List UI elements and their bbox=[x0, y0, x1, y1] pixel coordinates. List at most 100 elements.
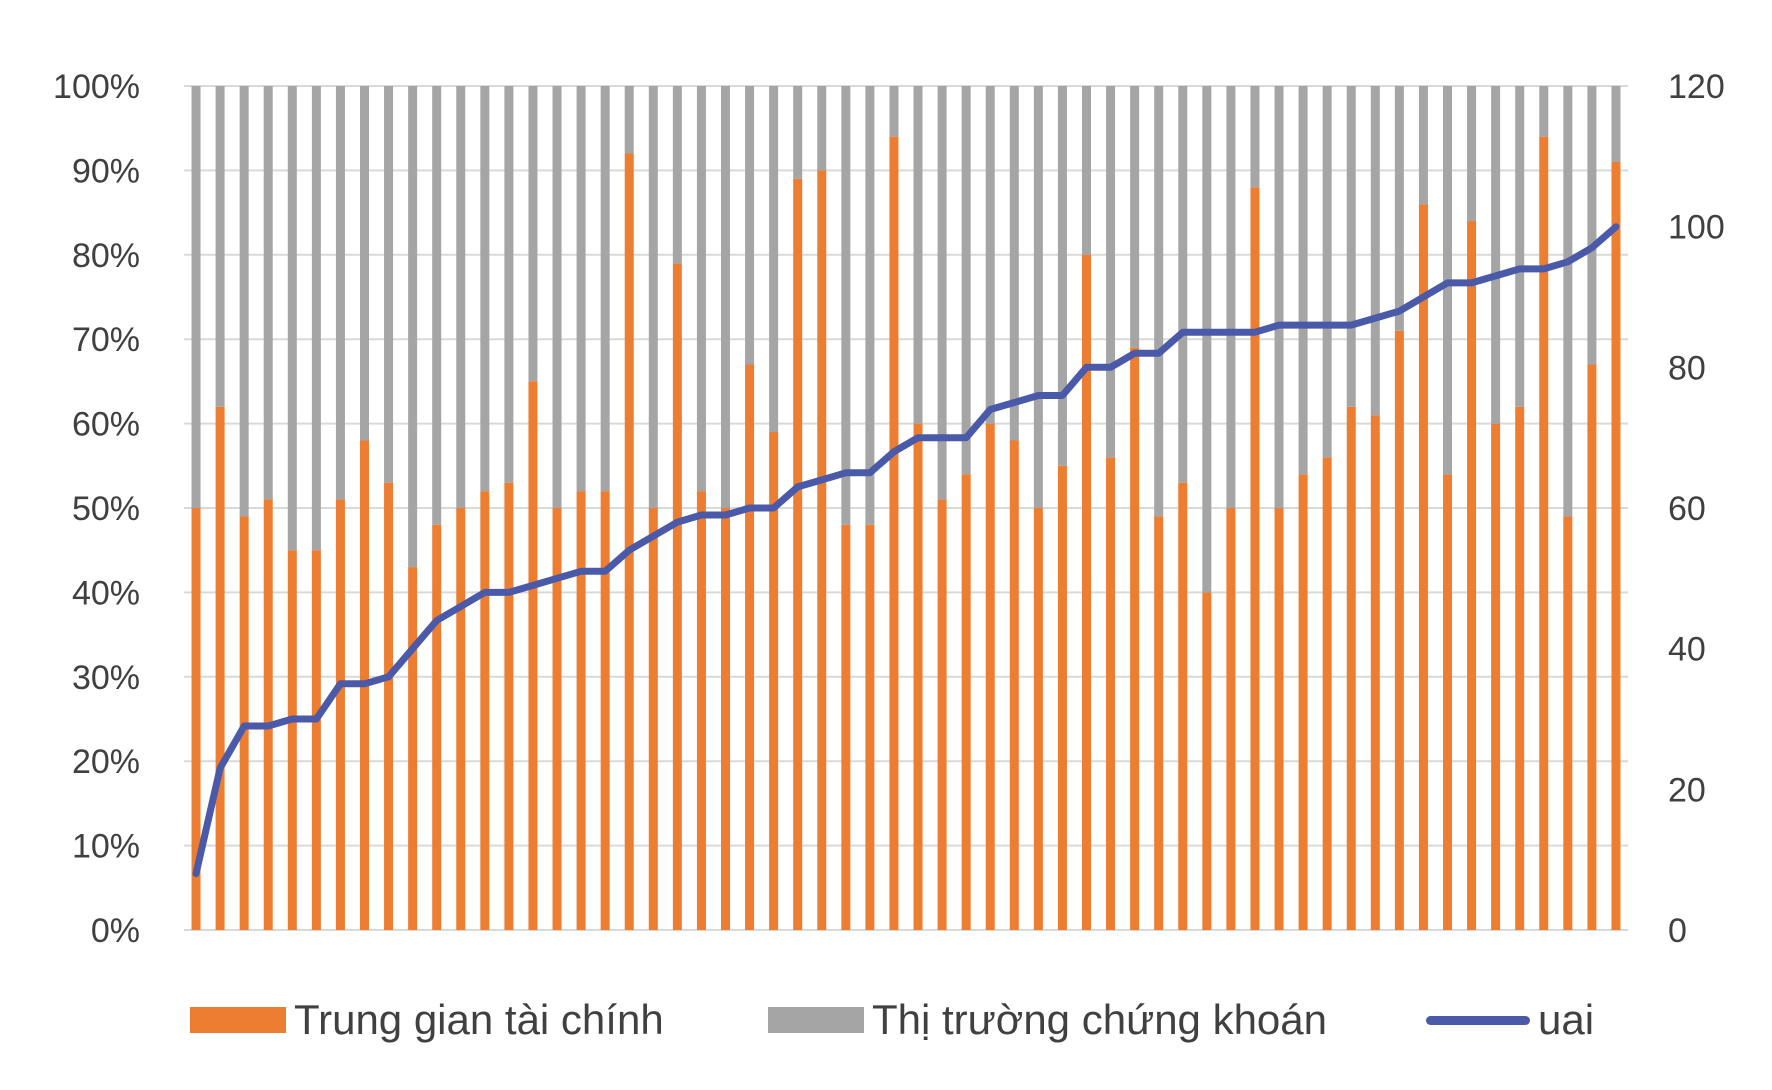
bar-stock-market bbox=[528, 86, 538, 382]
bar-stock-market bbox=[648, 86, 658, 508]
bar-stock-market bbox=[624, 86, 634, 154]
bar-stock-market bbox=[696, 86, 706, 492]
bar-financial-intermediation bbox=[456, 508, 466, 930]
bar-financial-intermediation bbox=[1178, 482, 1188, 930]
bar-financial-intermediation bbox=[745, 364, 755, 930]
bar-financial-intermediation bbox=[1322, 457, 1332, 930]
bar-financial-intermediation bbox=[889, 136, 899, 930]
bar-financial-intermediation bbox=[1491, 423, 1501, 930]
bar-financial-intermediation bbox=[552, 508, 562, 930]
bar-stock-market bbox=[1563, 86, 1573, 517]
bar-financial-intermediation bbox=[263, 499, 273, 930]
bar-financial-intermediation bbox=[528, 381, 538, 930]
bar-financial-intermediation bbox=[408, 567, 418, 930]
bar-financial-intermediation bbox=[865, 524, 875, 930]
bar-financial-intermediation bbox=[480, 491, 490, 930]
bar-financial-intermediation bbox=[793, 178, 803, 931]
legend-uai[interactable]: uai bbox=[1426, 990, 1594, 1050]
bar-stock-market bbox=[408, 86, 418, 568]
bar-financial-intermediation bbox=[1298, 474, 1308, 930]
bar-stock-market bbox=[841, 86, 851, 525]
bar-financial-intermediation bbox=[311, 550, 321, 930]
left-axis-tick-label: 0% bbox=[91, 912, 140, 950]
bar-financial-intermediation bbox=[1394, 330, 1404, 930]
bar-stock-market bbox=[817, 86, 827, 171]
left-axis-tick-label: 100% bbox=[53, 68, 140, 106]
bar-financial-intermediation bbox=[1370, 415, 1380, 930]
bar-financial-intermediation bbox=[1443, 474, 1452, 930]
bar-financial-intermediation bbox=[672, 263, 682, 930]
bar-stock-market bbox=[1370, 86, 1380, 416]
right-axis-tick-label: 40 bbox=[1668, 631, 1706, 669]
bar-stock-market bbox=[576, 86, 586, 492]
legend-label-uai: uai bbox=[1538, 996, 1595, 1043]
bar-stock-market bbox=[721, 86, 730, 508]
bar-stock-market bbox=[432, 86, 442, 525]
bar-stock-market bbox=[1009, 86, 1019, 441]
uai-line-layer bbox=[192, 223, 1620, 878]
bar-stock-market bbox=[1611, 86, 1621, 162]
bar-stock-market bbox=[865, 86, 875, 525]
uai-line bbox=[192, 223, 1620, 878]
right-axis-ticks: 0 20 40 60 80 100 120 bbox=[1668, 68, 1725, 950]
bar-financial-intermediation bbox=[1033, 508, 1043, 930]
right-axis-tick-label: 0 bbox=[1668, 912, 1687, 950]
bar-stock-market bbox=[239, 86, 249, 517]
bar-financial-intermediation bbox=[913, 423, 923, 930]
bar-financial-intermediation bbox=[1106, 457, 1116, 930]
bar-financial-intermediation bbox=[937, 499, 947, 930]
bar-stock-market bbox=[1539, 86, 1549, 137]
bar-financial-intermediation bbox=[696, 491, 706, 930]
bar-stock-market bbox=[1033, 86, 1043, 508]
bar-financial-intermediation bbox=[985, 423, 995, 930]
bar-financial-intermediation bbox=[335, 499, 345, 930]
bar-financial-intermediation bbox=[769, 432, 779, 930]
left-axis-tick-label: 50% bbox=[72, 490, 140, 528]
bar-stock-market bbox=[1394, 86, 1404, 331]
bar-financial-intermediation bbox=[1202, 592, 1212, 930]
bar-stock-market bbox=[1274, 86, 1284, 508]
legend-financial-intermediation[interactable]: Trung gian tài chính bbox=[190, 990, 664, 1050]
left-axis-tick-label: 70% bbox=[72, 321, 140, 359]
right-axis-tick-label: 60 bbox=[1668, 490, 1706, 528]
bar-financial-intermediation bbox=[1154, 516, 1164, 930]
legend-swatch-stock-market bbox=[768, 1007, 864, 1033]
right-axis-tick-label: 80 bbox=[1668, 349, 1706, 387]
bar-stock-market bbox=[937, 86, 947, 500]
bar-financial-intermediation bbox=[1274, 508, 1284, 930]
bar-financial-intermediation bbox=[1611, 161, 1621, 930]
bar-stock-market bbox=[1515, 86, 1525, 407]
bar-stock-market bbox=[1202, 86, 1212, 593]
bar-financial-intermediation bbox=[1587, 364, 1597, 930]
bar-stock-market bbox=[1418, 86, 1428, 205]
legend-stock-market[interactable]: Thị trường chứng khoán bbox=[768, 990, 1327, 1050]
bar-stock-market bbox=[384, 86, 394, 483]
bar-stock-market bbox=[600, 86, 610, 492]
bar-financial-intermediation bbox=[1418, 204, 1428, 930]
bar-stock-market bbox=[263, 86, 273, 500]
right-axis-tick-label: 120 bbox=[1668, 68, 1725, 106]
bar-financial-intermediation bbox=[1346, 406, 1356, 931]
bar-stock-market bbox=[1178, 86, 1188, 483]
bar-financial-intermediation bbox=[504, 482, 514, 930]
left-axis-tick-label: 30% bbox=[72, 659, 140, 697]
bar-financial-intermediation bbox=[1515, 406, 1525, 931]
bar-stock-market bbox=[360, 86, 369, 441]
bar-stock-market bbox=[1130, 86, 1140, 348]
bar-stock-market bbox=[913, 86, 923, 424]
bar-stock-market bbox=[793, 86, 803, 179]
bar-stock-market bbox=[456, 86, 466, 508]
bar-financial-intermediation bbox=[817, 170, 827, 930]
bar-financial-intermediation bbox=[576, 491, 586, 930]
bar-stock-market bbox=[961, 86, 971, 475]
bar-stock-market bbox=[1587, 86, 1597, 365]
bar-stock-market bbox=[1491, 86, 1501, 424]
right-axis-tick-label: 100 bbox=[1668, 209, 1725, 247]
bar-stock-market bbox=[1250, 86, 1260, 188]
bar-stock-market bbox=[552, 86, 562, 508]
bar-stock-market bbox=[480, 86, 490, 492]
bar-stock-market bbox=[1057, 86, 1067, 466]
bar-financial-intermediation bbox=[1130, 347, 1140, 930]
bar-stock-market bbox=[1082, 86, 1091, 255]
bar-stock-market bbox=[1226, 86, 1236, 508]
